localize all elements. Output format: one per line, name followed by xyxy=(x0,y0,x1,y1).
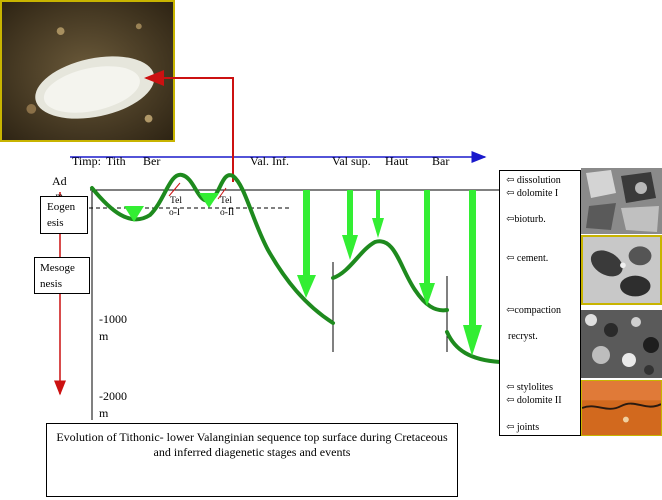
event-stylolites: ⇦ stylolites xyxy=(506,382,553,393)
eogenesis-box: Eogen esis xyxy=(40,196,88,234)
burial-arrows xyxy=(297,190,482,356)
telo-1-label-1: Tel xyxy=(170,196,182,206)
evolution-curve-2 xyxy=(331,239,449,313)
depth-2000-label: -2000 xyxy=(99,389,127,403)
link-to-photo-arrow xyxy=(144,70,234,182)
thin-section-photo-4 xyxy=(581,380,662,436)
burial-marker-1 xyxy=(124,206,144,222)
thin-section-photo-1 xyxy=(581,168,662,234)
event-recryst: recryst. xyxy=(508,331,538,342)
event-dolomite-ii: ⇦ dolomite II xyxy=(506,395,562,406)
event-dissolution: ⇦ dissolution xyxy=(506,175,561,186)
depth-top-label: Ad xyxy=(52,174,67,188)
depth-2000-unit: m xyxy=(99,406,109,420)
event-bioturb: ⇦bioturb. xyxy=(506,214,546,225)
telo-2-label-2: o-II xyxy=(220,208,235,218)
caption-box: Evolution of Tithonic- lower Valanginian… xyxy=(46,423,458,497)
mesogenesis-label-1: Mesoge xyxy=(40,262,75,274)
event-cement: ⇦ cement. xyxy=(506,253,549,264)
stage-ber: Ber xyxy=(143,154,161,168)
event-dolomite-i: ⇦ dolomite I xyxy=(506,188,559,199)
thin-section-photo-2 xyxy=(581,235,662,305)
telo-1-arrow xyxy=(168,182,181,197)
evolution-curve-3 xyxy=(445,330,502,364)
event-compaction: ⇦compaction xyxy=(506,305,562,316)
telo-2-label-1: Tel xyxy=(220,196,232,206)
stage-haut: Haut xyxy=(385,154,409,168)
eogenesis-label-1: Eogen xyxy=(47,201,76,213)
eogenesis-label-2: esis xyxy=(47,217,64,229)
mesogenesis-box: Mesoge nesis xyxy=(34,257,90,294)
telo-2-arrow xyxy=(217,187,227,200)
caption-text: Evolution of Tithonic- lower Valanginian… xyxy=(56,430,448,459)
telo-1-label-2: o-I xyxy=(169,208,181,218)
depth-1000-label: -1000 xyxy=(99,312,127,326)
stage-val-inf: Val. Inf. xyxy=(250,154,289,168)
stage-val-sup: Val sup. xyxy=(332,154,371,168)
burial-marker-2 xyxy=(199,193,219,208)
stage-bar: Bar xyxy=(432,154,450,168)
depth-1000-unit: m xyxy=(99,329,109,343)
time-axis-label: Timp: xyxy=(72,154,101,168)
events-panel: ⇦ dissolution ⇦ dolomite I ⇦bioturb. ⇦ c… xyxy=(499,170,581,436)
event-joints: ⇦ joints xyxy=(506,422,540,433)
mesogenesis-label-2: nesis xyxy=(40,278,62,290)
thin-section-photo-3 xyxy=(581,310,662,378)
stage-tith: Tith xyxy=(106,154,126,168)
